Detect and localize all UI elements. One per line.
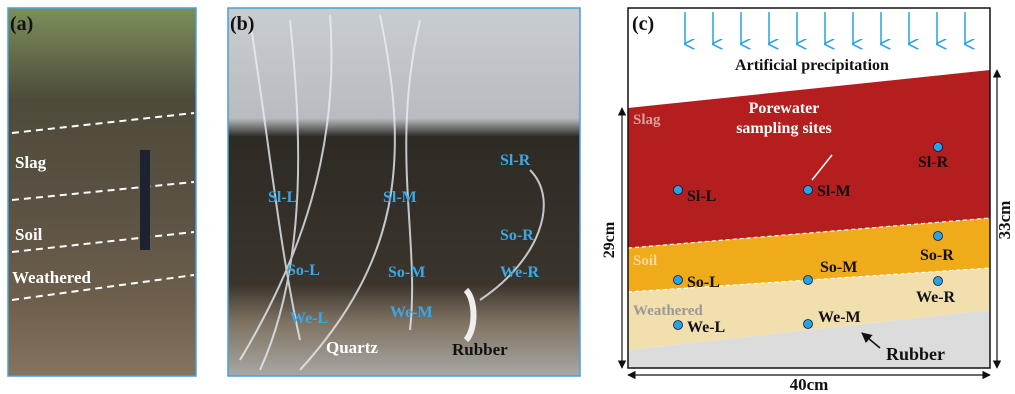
- site-label: Sl-M: [383, 189, 417, 206]
- figure: (a) Slag Soil Weathered (b) Sl-L Sl-M Sl…: [0, 0, 1015, 394]
- layer-label: Slag: [15, 153, 47, 172]
- site-label: Sl-R: [918, 154, 949, 171]
- rubber-label: Rubber: [452, 340, 508, 359]
- panel-b: (b) Sl-L Sl-M Sl-R So-L So-M So-R We-L W…: [228, 8, 580, 376]
- site-label: So-M: [820, 259, 857, 276]
- height-right: 33cm: [995, 201, 1014, 240]
- rain-arrows: [685, 12, 965, 44]
- layer-label: Slag: [633, 112, 661, 128]
- site-label: We-L: [290, 310, 328, 327]
- site-label: We-L: [687, 319, 725, 336]
- height-left: 29cm: [601, 221, 618, 258]
- layer-label: Weathered: [12, 268, 92, 287]
- precipitation-label: Artificial precipitation: [735, 57, 889, 74]
- shovel: [140, 150, 150, 250]
- site-label: Sl-M: [817, 183, 851, 200]
- panel-label: (c): [632, 13, 654, 35]
- site-label: We-M: [390, 304, 433, 321]
- panel-a: (a) Slag Soil Weathered: [8, 8, 196, 376]
- site-label: We-M: [818, 309, 861, 326]
- panel-label: (b): [230, 13, 254, 35]
- site-label: So-R: [500, 227, 534, 244]
- site-label: So-R: [920, 247, 954, 264]
- layer-label: Weathered: [633, 303, 703, 319]
- layer-label: Soil: [633, 253, 657, 269]
- site-label: So-L: [287, 262, 320, 279]
- width-label: 40cm: [790, 375, 829, 394]
- site-label: So-M: [388, 264, 425, 281]
- panel-label: (a): [10, 13, 33, 35]
- quartz-label: Quartz: [326, 338, 378, 357]
- site-label: Sl-L: [268, 189, 297, 206]
- rubber-label: Rubber: [886, 344, 945, 364]
- site-label: So-L: [687, 274, 720, 291]
- layer-label: Soil: [15, 225, 43, 244]
- site-label: Sl-L: [687, 188, 716, 205]
- site-label: We-R: [916, 289, 956, 306]
- site-label: We-R: [500, 264, 540, 281]
- site-label: Sl-R: [500, 152, 531, 169]
